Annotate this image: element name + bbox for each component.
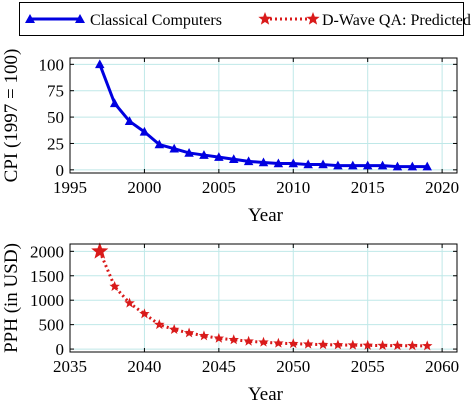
- cpi-point-2017: [392, 161, 403, 171]
- legend-entry-dwave: D-Wave QA: Predicted: [258, 12, 471, 29]
- pph-point-2052: [317, 339, 329, 350]
- cpi-xtick-label-2020: 2020: [425, 178, 459, 197]
- pph-point-2053: [332, 339, 344, 350]
- cpi-point-2000: [139, 126, 150, 136]
- cpi-point-2011: [303, 159, 313, 169]
- cpi-point-2005: [214, 152, 224, 161]
- cpi-xtick-label-2010: 2010: [276, 178, 310, 197]
- pph-x-axis-label: Year: [248, 384, 284, 405]
- pph-point-2045: [213, 332, 225, 343]
- chart-cpi: 1995 2000 2005 2010 2015 2020 0 25 50 75 100 Year CP…: [1, 49, 459, 226]
- pph-xtick-label-2040: 2040: [127, 357, 161, 376]
- pph-point-2048: [258, 336, 269, 347]
- cpi-xtick-label-2015: 2015: [351, 178, 385, 197]
- cpi-point-1999: [124, 116, 135, 126]
- pph-point-2038: [109, 281, 120, 291]
- pph-point-2037: [91, 242, 109, 259]
- pph-point-2049: [273, 337, 284, 348]
- legend-swatch-dwave-marker-right: [306, 12, 320, 25]
- cpi-point-2012: [318, 159, 328, 169]
- pph-xtick-label-2060: 2060: [425, 357, 459, 376]
- cpi-xtick-label-2000: 2000: [127, 178, 161, 197]
- pph-y-axis-label: PPH (in USD): [1, 243, 22, 353]
- pph-point-2043: [183, 327, 195, 338]
- cpi-point-2018: [407, 161, 418, 171]
- pph-point-2047: [243, 335, 254, 346]
- pph-ytick-label-500: 500: [39, 316, 65, 335]
- cpi-point-2016: [377, 160, 388, 170]
- cpi-series-line: [98, 63, 428, 169]
- cpi-point-2007: [243, 156, 254, 166]
- cpi-ytick-label-25: 25: [47, 134, 64, 153]
- cpi-point-1998: [109, 98, 120, 108]
- cpi-plot-frame: [69, 57, 458, 174]
- cpi-point-2019: [422, 161, 432, 171]
- legend-swatch-classical-marker-right: [75, 14, 85, 23]
- cpi-y-axis-label: CPI (1997 = 100): [1, 49, 22, 183]
- cpi-point-2003: [184, 147, 194, 157]
- pph-ytick-label-1500: 1500: [30, 267, 64, 286]
- pph-point-2042: [168, 324, 180, 334]
- cpi-point-2001: [154, 139, 165, 149]
- cpi-ytick-label-50: 50: [47, 108, 64, 127]
- cpi-xtick-label-1995: 1995: [53, 178, 87, 197]
- cpi-point-2002: [169, 143, 179, 153]
- legend-frame: [19, 2, 464, 36]
- cpi-point-2010: [288, 158, 299, 168]
- pph-point-2054: [347, 339, 359, 350]
- cpi-x-axis-label: Year: [248, 205, 284, 226]
- pph-point-2039: [124, 297, 135, 308]
- pph-point-2051: [302, 338, 314, 349]
- pph-xtick-label-2035: 2035: [53, 357, 87, 376]
- pph-series-line: [98, 250, 428, 348]
- cpi-ytick-label-75: 75: [47, 82, 64, 101]
- cpi-ytick-label-100: 100: [39, 55, 65, 74]
- legend-swatch-classical-marker-left: [25, 14, 35, 23]
- cpi-xtick-label-2005: 2005: [202, 178, 236, 197]
- pph-plot-frame: [69, 243, 458, 353]
- cpi-point-2015: [362, 160, 373, 170]
- legend-entry-classical: Classical Computers: [25, 12, 222, 29]
- cpi-point-2009: [273, 158, 284, 168]
- pph-point-2055: [362, 339, 373, 350]
- pph-point-2058: [407, 340, 418, 351]
- pph-xtick-label-2055: 2055: [351, 357, 385, 376]
- pph-point-2050: [288, 338, 299, 349]
- cpi-point-2006: [228, 154, 239, 164]
- pph-ytick-label-2000: 2000: [30, 242, 64, 261]
- legend: Classical Computers D-Wave QA: Predicted: [19, 2, 471, 36]
- pph-point-2057: [392, 340, 403, 351]
- legend-label-classical: Classical Computers: [90, 12, 222, 29]
- cpi-point-1997: [95, 59, 105, 69]
- cpi-point-2008: [258, 157, 269, 167]
- pph-point-2059: [422, 340, 433, 351]
- pph-point-2056: [377, 340, 388, 350]
- pph-point-2046: [228, 334, 239, 345]
- pph-ytick-label-0: 0: [56, 340, 65, 359]
- legend-swatch-dwave-marker-left: [258, 12, 272, 25]
- pph-ytick-label-1000: 1000: [30, 291, 64, 310]
- pph-xtick-label-2050: 2050: [276, 357, 310, 376]
- pph-xtick-label-2045: 2045: [202, 357, 236, 376]
- pph-point-2041: [154, 319, 165, 330]
- cpi-point-2013: [333, 160, 343, 170]
- pph-point-2040: [139, 308, 150, 319]
- legend-label-dwave: D-Wave QA: Predicted: [322, 12, 471, 29]
- cpi-point-2014: [348, 160, 358, 170]
- cpi-point-2004: [199, 150, 209, 159]
- pph-point-2044: [198, 330, 210, 341]
- cpi-ytick-label-0: 0: [56, 161, 65, 180]
- chart-pph: 2035 2040 2045 2050 2055 2060 0 500 1000 1500 2000…: [1, 242, 459, 405]
